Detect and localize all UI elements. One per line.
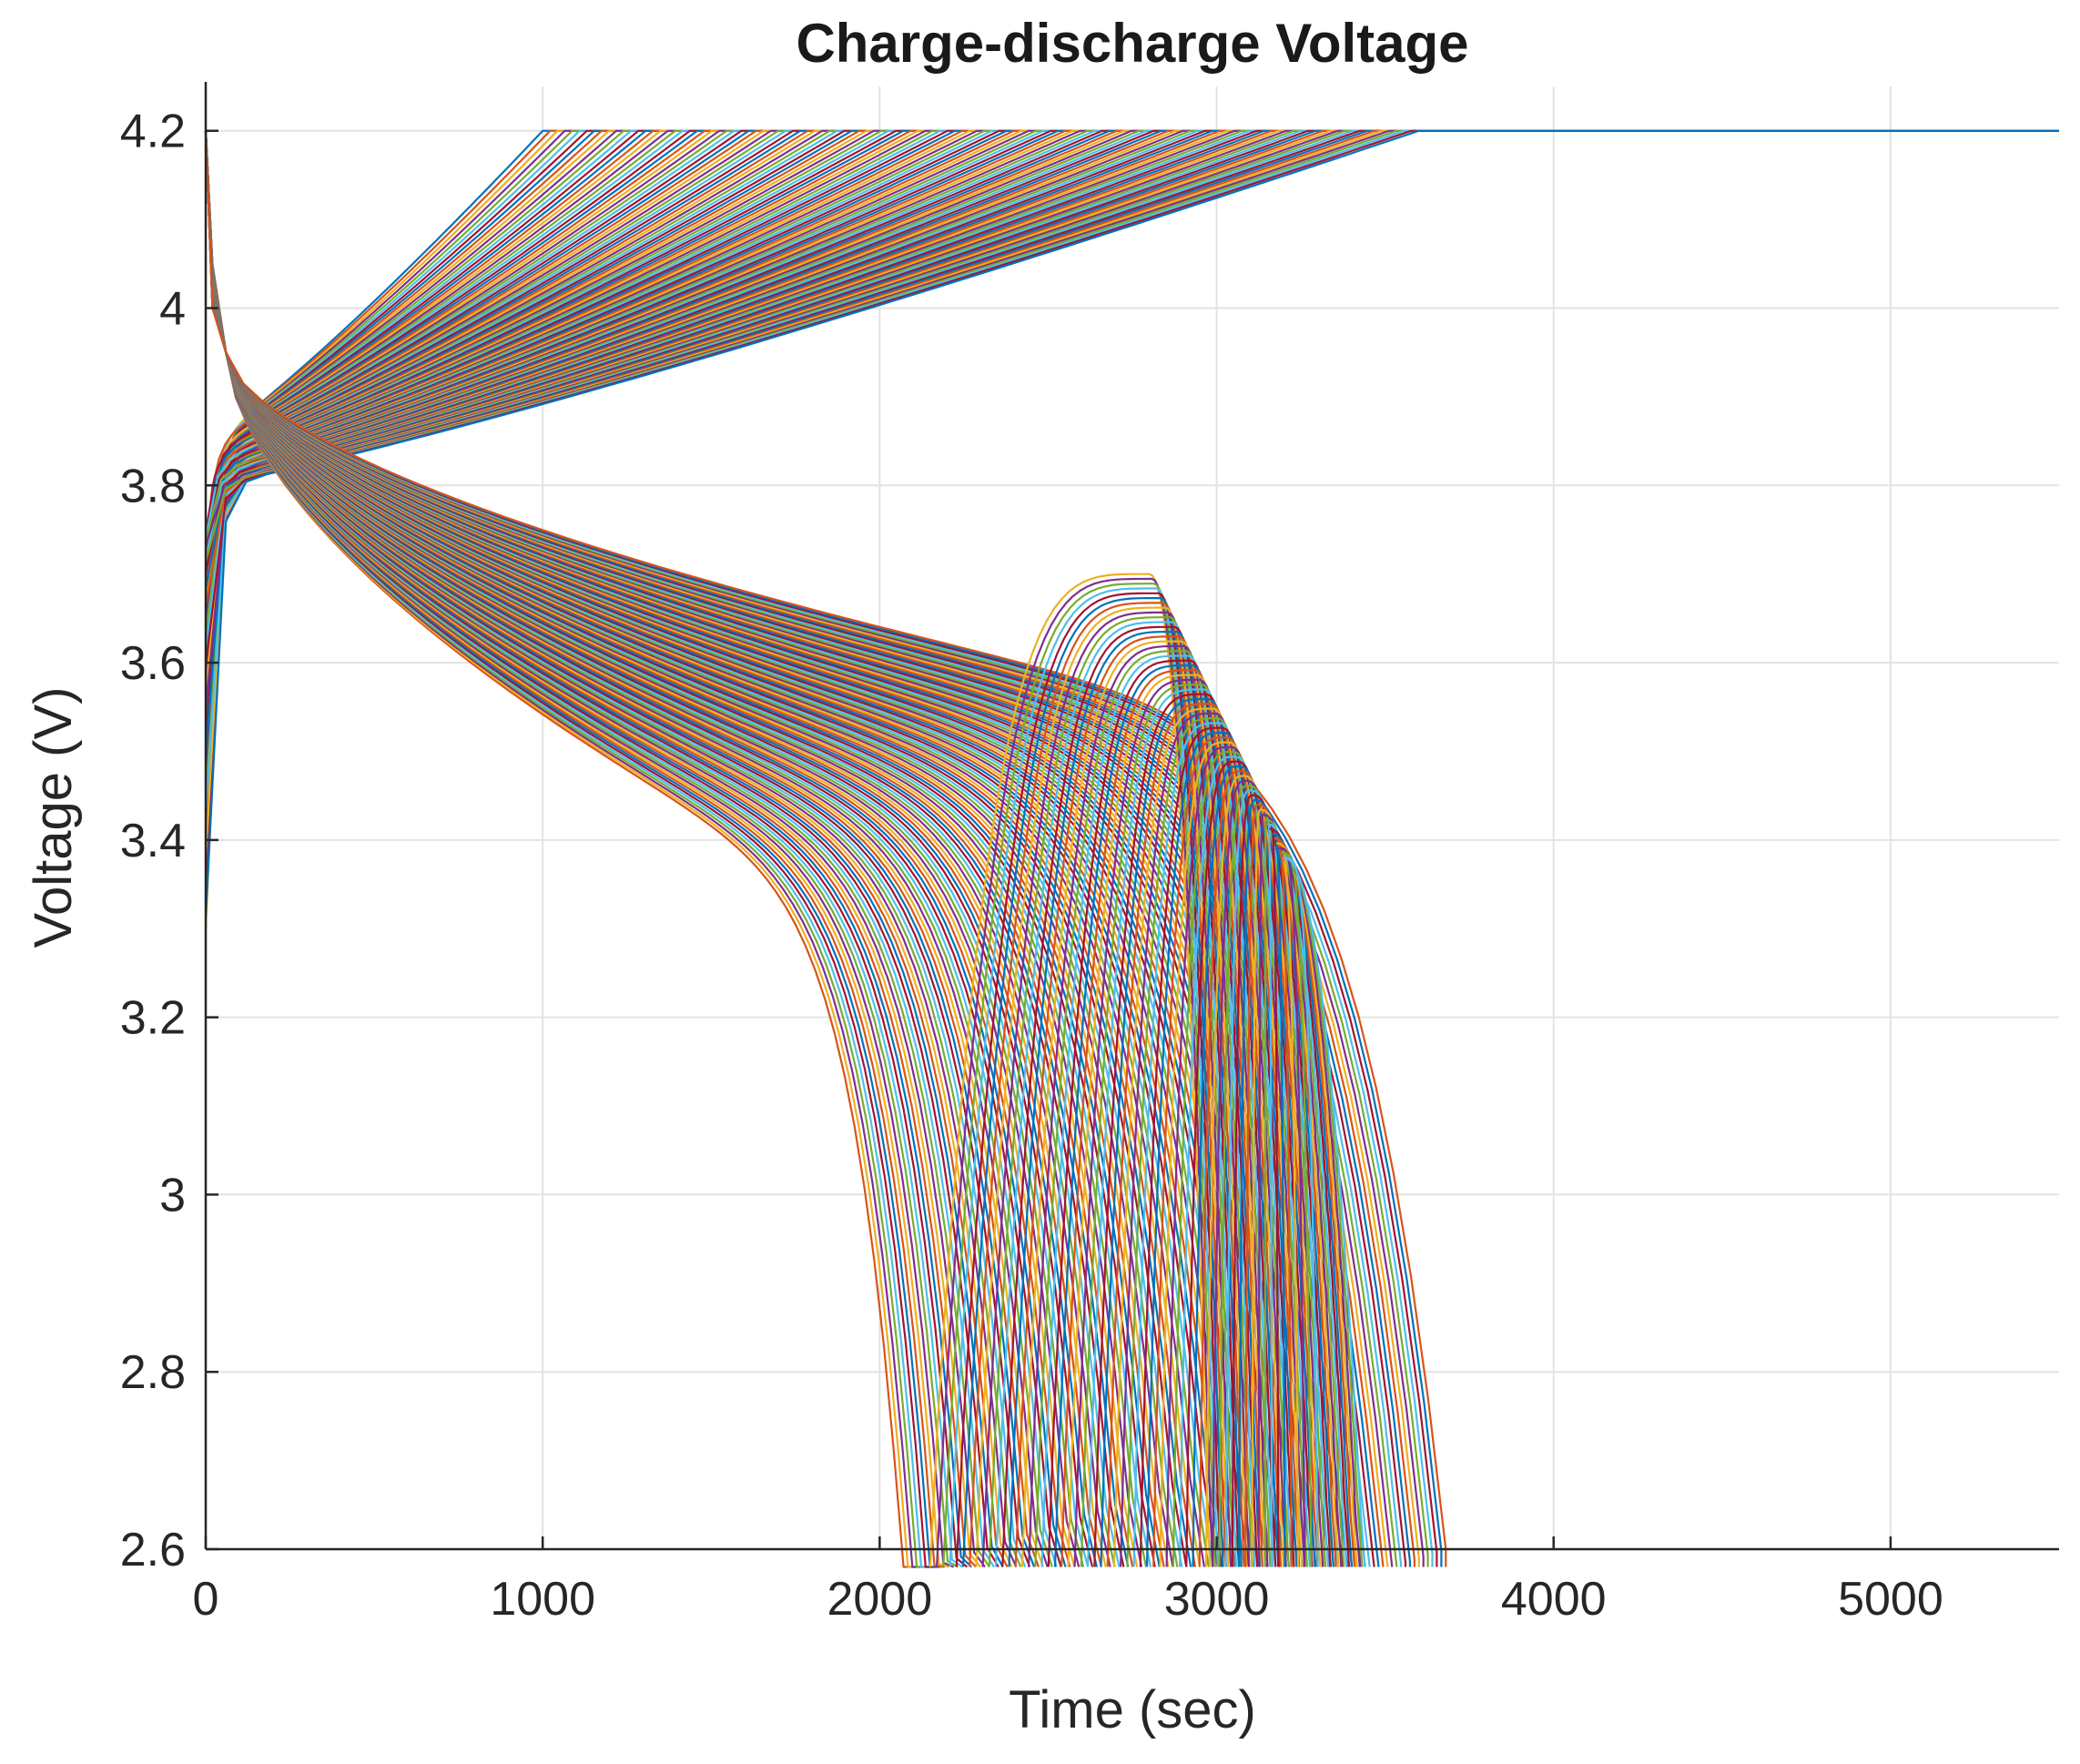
recovery-series-line <box>1204 775 1322 1567</box>
recovery-series-line <box>1283 857 1366 1567</box>
y-tick-label: 3.4 <box>120 815 186 867</box>
recovery-series-line <box>1067 674 1266 1567</box>
recovery-series-line <box>1152 736 1301 1567</box>
recovery-series-line <box>1145 731 1298 1567</box>
recovery-series-line <box>949 587 1219 1567</box>
recovery-series-line <box>1001 625 1240 1567</box>
recovery-series-line <box>1139 726 1295 1567</box>
y-tick-label: 3.8 <box>120 460 186 512</box>
y-tick-label: 4.2 <box>120 106 186 158</box>
recovery-series-line <box>1040 654 1256 1567</box>
recovery-series-line <box>1106 703 1283 1567</box>
recovery-series-line <box>1276 842 1358 1567</box>
y-tick-label: 4 <box>159 282 186 335</box>
recovery-series-line <box>1192 765 1316 1567</box>
y-tick-label: 2.6 <box>120 1524 186 1576</box>
recovery-series-line <box>1132 722 1293 1567</box>
recovery-series-line <box>1053 664 1262 1567</box>
recovery-series-line <box>1266 823 1348 1567</box>
x-tick-label: 4000 <box>1501 1573 1607 1626</box>
recovery-series-line <box>1224 789 1330 1567</box>
recovery-series-line <box>1093 693 1277 1567</box>
recovery-series-line <box>1120 712 1287 1567</box>
recovery-series-line <box>1281 851 1364 1567</box>
recovery-series-line <box>1014 635 1245 1567</box>
tick-labels: 0 1000 2000 3000 4000 5000 2.6 2.8 3 3.2 3.4 3.6 3.8… <box>120 106 1943 1626</box>
y-tick-label: 3.6 <box>120 637 186 690</box>
recovery-series-line <box>1263 818 1345 1567</box>
charge-series-line <box>204 129 2059 590</box>
recovery-series-line <box>975 606 1230 1567</box>
y-tick-label: 3.2 <box>120 992 186 1045</box>
y-tick-label: 2.8 <box>120 1346 186 1399</box>
x-tick-label: 5000 <box>1838 1573 1943 1626</box>
axes <box>204 82 2059 1551</box>
recovery-series-line <box>1231 794 1332 1567</box>
recovery-series-line <box>1271 832 1354 1567</box>
recovery-series-line <box>1028 644 1251 1567</box>
recovery-series-line <box>1218 785 1327 1567</box>
recovery-series-line <box>1273 837 1355 1567</box>
charge-series-line <box>204 129 2059 917</box>
recovery-series-line <box>1278 847 1361 1567</box>
recovery-series-line <box>988 616 1235 1567</box>
recovery-series-line <box>1165 745 1306 1567</box>
recovery-series-line <box>1251 808 1340 1567</box>
x-tick-label: 2000 <box>827 1573 933 1626</box>
y-axis-label: Voltage (V) <box>24 687 83 948</box>
x-tick-label: 3000 <box>1164 1573 1270 1626</box>
recovery-series-line <box>1237 798 1334 1567</box>
recovery-series-line <box>961 597 1224 1567</box>
x-tick-label: 0 <box>193 1573 219 1626</box>
recovery-series-line <box>936 577 1214 1567</box>
x-tick-label: 1000 <box>490 1573 595 1626</box>
y-tick-label: 3 <box>159 1169 186 1222</box>
series-group <box>204 129 2059 1568</box>
x-axis-label: Time (sec) <box>1009 1680 1256 1739</box>
chart-title: Charge-discharge Voltage <box>796 13 1468 74</box>
recovery-series-line <box>1269 827 1351 1567</box>
charge-series-line <box>204 129 2059 634</box>
recovery-series-line <box>1080 684 1272 1567</box>
recovery-series-line <box>1179 755 1311 1567</box>
